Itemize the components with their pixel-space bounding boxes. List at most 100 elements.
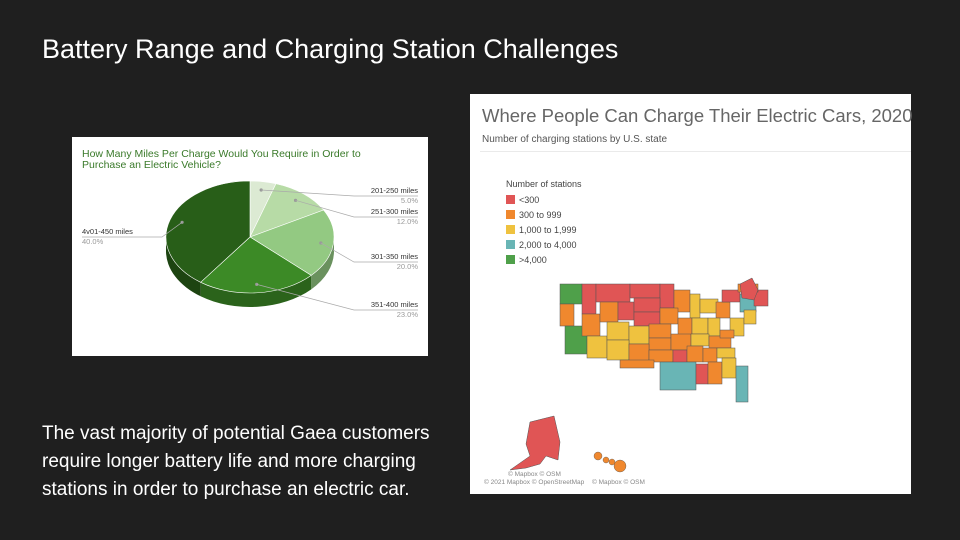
map-state (595, 283, 631, 303)
map-state (559, 283, 583, 305)
pie-leader-line (82, 222, 183, 238)
map-attribution: © 2021 Mapbox © OpenStreetMap (484, 479, 585, 486)
map-state (629, 283, 661, 299)
pie-slice (165, 180, 251, 283)
map-state (659, 361, 697, 391)
map-state (606, 321, 630, 341)
map-state (691, 317, 709, 335)
pie-label-dot (259, 188, 263, 192)
pie-leader-line (320, 242, 418, 263)
pie-value-label: 40.0% (82, 237, 104, 246)
map-state (633, 297, 661, 313)
slide-body-text: The vast majority of potential Gaea cust… (42, 423, 430, 500)
map-state (690, 333, 710, 347)
pie-category-label: 201-250 miles (371, 186, 418, 195)
map-state (628, 325, 650, 345)
legend-item: 2,000 to 4,000 (506, 237, 582, 252)
map-state (659, 283, 675, 309)
map-hawaii-island (593, 451, 603, 461)
map-state-maine (739, 277, 759, 301)
pie-value-label: 12.0% (397, 217, 419, 226)
map-states (559, 283, 769, 403)
legend-swatch (506, 195, 515, 204)
pie-chart-card: How Many Miles Per Charge Would You Requ… (72, 137, 428, 356)
legend-label: <300 (519, 194, 540, 205)
map-state (721, 289, 741, 303)
pie-value-label: 23.0% (397, 310, 419, 319)
pie-value-label: 20.0% (397, 262, 419, 271)
pie-slice-side (200, 275, 312, 307)
map-chart-card: Where People Can Charge Their Electric C… (470, 94, 913, 494)
map-state (689, 293, 701, 319)
legend-item: 1,000 to 1,999 (506, 222, 582, 237)
map-subtitle: Number of charging stations by U.S. stat… (482, 134, 668, 145)
pie-chart: How Many Miles Per Charge Would You Requ… (82, 148, 419, 319)
map-state (715, 301, 731, 319)
map-state (606, 339, 630, 361)
legend-item: <300 (506, 192, 582, 207)
pie-slice (249, 209, 335, 276)
legend-label: >4,000 (519, 254, 547, 265)
pie-slice (200, 236, 312, 294)
pie-label-dot (255, 282, 259, 286)
map-state (617, 301, 635, 321)
pie-category-label: 4v01-450 miles (82, 227, 133, 236)
map-state (707, 361, 723, 385)
map-state (559, 303, 575, 327)
pie-title-line: Purchase an Electric Vehicle? (82, 159, 221, 171)
legend-swatch (506, 210, 515, 219)
inset-attribution: © Mapbox © OSM (508, 471, 561, 478)
legend-item: >4,000 (506, 252, 582, 267)
legend-label: 300 to 999 (519, 209, 562, 220)
legend-item: 300 to 999 (506, 207, 582, 222)
map-state (659, 307, 679, 325)
legend-label: 2,000 to 4,000 (519, 239, 577, 250)
legend-title: Number of stations (506, 179, 582, 189)
map-state (743, 309, 757, 325)
map-state (581, 283, 597, 315)
legend-swatch (506, 255, 515, 264)
pie-title-line: How Many Miles Per Charge Would You Requ… (82, 148, 361, 160)
legend-swatch (506, 240, 515, 249)
map-title: Where People Can Charge Their Electric C… (482, 105, 913, 126)
map-state (599, 301, 619, 323)
map-state (586, 335, 608, 359)
map-state (702, 347, 718, 363)
pie-category-label: 351-400 miles (371, 300, 418, 309)
us-map (509, 277, 769, 473)
map-state (677, 317, 693, 337)
map-hawaii-island (613, 459, 627, 473)
slide-title: Battery Range and Charging Station Chall… (42, 34, 619, 64)
map-state (716, 347, 736, 359)
pie-category-label: 251-300 miles (371, 207, 418, 216)
map-alaska (509, 415, 561, 471)
map-legend: Number of stations <300 300 to 999 1,000 t… (506, 179, 582, 267)
map-state (619, 359, 655, 369)
map-attribution-inset-2: © Mapbox © OSM (592, 479, 645, 486)
legend-swatch (506, 225, 515, 234)
pie-value-label: 5.0% (401, 196, 418, 205)
pie-leader-line (261, 189, 418, 197)
legend-label: 1,000 to 1,999 (519, 224, 577, 235)
pie-label-dot (293, 198, 298, 202)
map-state (699, 298, 719, 314)
map-state (686, 345, 704, 363)
map-state (648, 323, 672, 339)
map-state (695, 363, 709, 385)
map-hawaii-island (608, 458, 616, 466)
map-state (721, 357, 737, 379)
pie-leader-line (256, 284, 418, 311)
pie-slice (249, 183, 325, 238)
pie-leader-line (295, 199, 418, 218)
pie-label-dot (319, 241, 323, 245)
map-state (707, 317, 721, 337)
pie-category-label: 301-350 miles (371, 252, 418, 261)
pie-slice-side (311, 237, 334, 290)
map-state (581, 313, 601, 337)
divider (480, 151, 911, 152)
map-state (719, 329, 735, 339)
map-hawaii-island (602, 456, 610, 464)
map-state (648, 337, 672, 351)
map-state (735, 365, 749, 403)
pie-slice-side (166, 237, 201, 297)
